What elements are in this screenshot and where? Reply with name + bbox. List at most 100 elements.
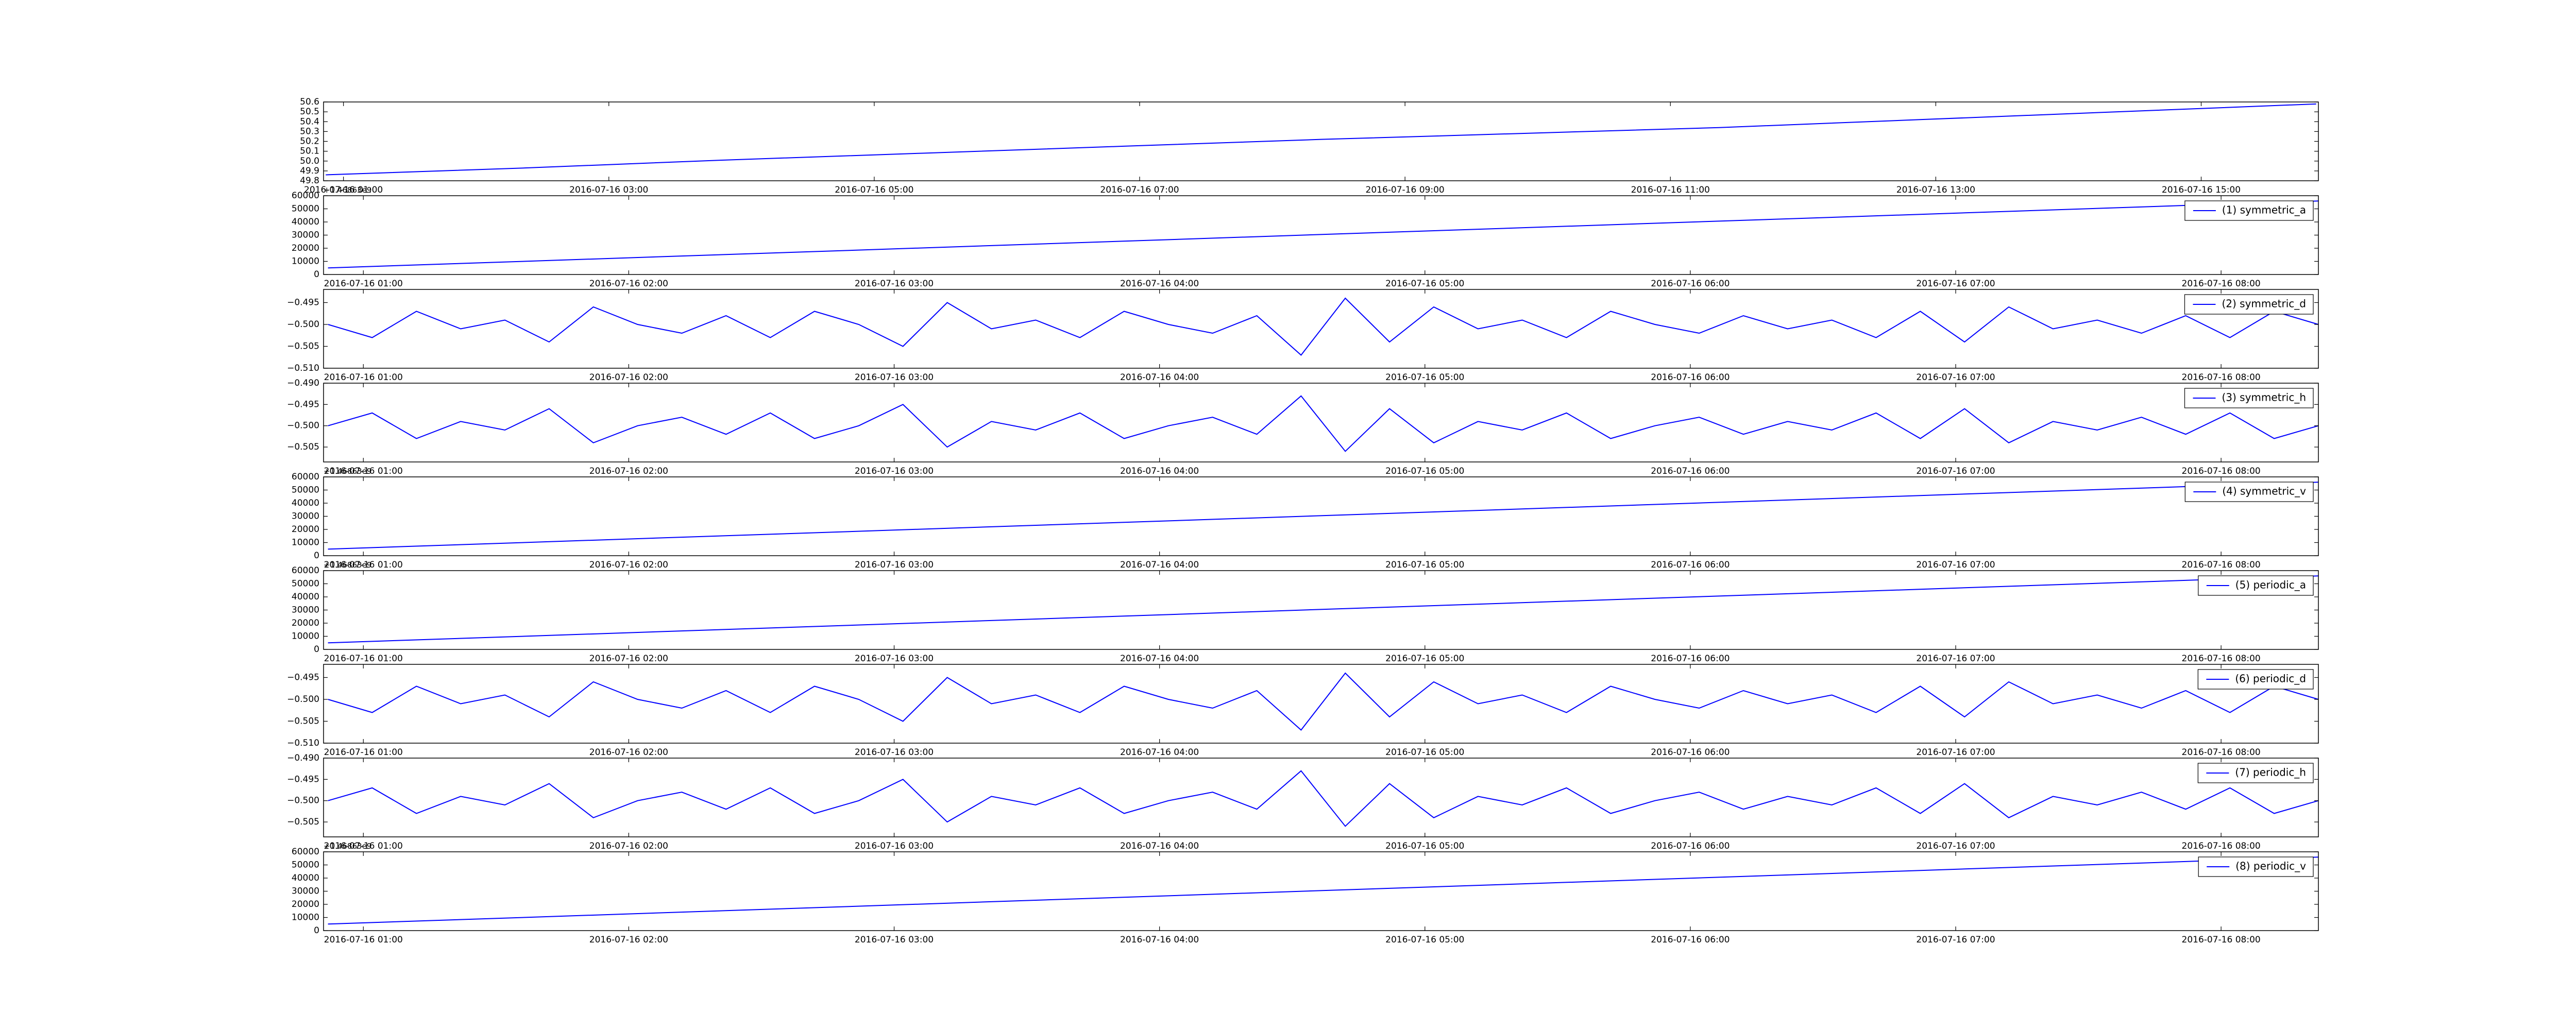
y-tick-label: 0 — [314, 269, 319, 280]
legend-label: (7) periodic_h — [2235, 766, 2306, 779]
x-tick-label: 2016-07-16 01:00 — [324, 935, 403, 945]
y-tick-label: 40000 — [292, 498, 319, 508]
y-tick-label: 0 — [314, 644, 319, 655]
legend: (8) periodic_v — [2198, 856, 2314, 877]
x-tick-label: 2016-07-16 07:00 — [1916, 466, 1995, 476]
y-tick-label: 30000 — [292, 886, 319, 897]
x-tick-label: 2016-07-16 05:00 — [1385, 372, 1464, 383]
data-line — [328, 672, 2319, 731]
x-tick-label: 2016-07-16 07:00 — [1916, 560, 1995, 570]
legend: (5) periodic_a — [2198, 575, 2314, 596]
axes-frame — [323, 664, 2319, 744]
x-tick-label: 2016-07-16 05:00 — [1385, 654, 1464, 664]
x-tick-label: 2016-07-16 05:00 — [1385, 747, 1464, 758]
y-tick-label: −0.495 — [287, 673, 319, 683]
x-tick-label: 2016-07-16 05:00 — [1385, 560, 1464, 570]
y-tick-label: 49.9 — [300, 166, 319, 176]
x-tick-label: 2016-07-16 06:00 — [1651, 372, 1730, 383]
y-tick-label: −0.500 — [287, 421, 319, 431]
y-tick-label: 50000 — [292, 579, 319, 589]
x-tick-label: 2016-07-16 01:00 — [324, 841, 403, 851]
x-tick-label: 2016-07-16 03:00 — [855, 372, 934, 383]
x-tick-label: 2016-07-16 07:00 — [1100, 185, 1179, 195]
x-tick-label: 2016-07-16 05:00 — [1385, 935, 1464, 945]
x-tick-label: 2016-07-16 08:00 — [2182, 935, 2261, 945]
y-tick-label: 10000 — [292, 256, 319, 267]
y-tick-label: 50000 — [292, 860, 319, 870]
x-tick-label: 2016-07-16 07:00 — [1916, 279, 1995, 289]
x-tick-label: 2016-07-16 15:00 — [2162, 185, 2241, 195]
offset-text: +1.46863e9 — [324, 560, 371, 570]
data-line — [328, 856, 2319, 925]
axes-frame — [323, 383, 2319, 462]
y-tick-label: 50000 — [292, 485, 319, 495]
y-tick-label: 20000 — [292, 618, 319, 628]
y-tick-label: 50.6 — [300, 97, 319, 107]
x-tick-label: 2016-07-16 01:00 — [324, 466, 403, 476]
y-tick-label: 40000 — [292, 592, 319, 602]
x-tick-label: 2016-07-16 04:00 — [1120, 654, 1199, 664]
y-tick-label: −0.500 — [287, 694, 319, 705]
x-tick-label: 2016-07-16 05:00 — [1385, 466, 1464, 476]
x-tick-label: 2016-07-16 02:00 — [589, 466, 668, 476]
y-tick-label: 20000 — [292, 243, 319, 253]
y-tick-label: 60000 — [292, 565, 319, 576]
x-tick-label: 2016-07-16 03:00 — [855, 279, 934, 289]
y-tick-label: −0.510 — [287, 738, 319, 748]
offset-text: +1.46863e9 — [324, 185, 371, 195]
data-line — [328, 297, 2319, 356]
x-tick-label: 2016-07-16 07:00 — [1916, 935, 1995, 945]
x-tick-label: 2016-07-16 04:00 — [1120, 747, 1199, 758]
x-tick-label: 2016-07-16 05:00 — [1385, 279, 1464, 289]
y-tick-label: −0.495 — [287, 774, 319, 784]
x-tick-label: 2016-07-16 06:00 — [1651, 654, 1730, 664]
y-tick-label: −0.490 — [287, 753, 319, 763]
y-tick-label: 10000 — [292, 538, 319, 548]
y-tick-label: −0.510 — [287, 363, 319, 373]
y-tick-label: 50.4 — [300, 116, 319, 127]
x-tick-label: 2016-07-16 11:00 — [1631, 185, 1710, 195]
y-tick-label: 40000 — [292, 217, 319, 227]
y-tick-label: −0.505 — [287, 341, 319, 352]
x-tick-label: 2016-07-16 06:00 — [1651, 841, 1730, 851]
axes-frame — [323, 758, 2319, 837]
x-tick-label: 2016-07-16 02:00 — [589, 372, 668, 383]
y-tick-label: 10000 — [292, 631, 319, 642]
x-tick-label: 2016-07-16 04:00 — [1120, 935, 1199, 945]
y-tick-label: −0.505 — [287, 442, 319, 452]
y-tick-label: 0 — [314, 551, 319, 561]
legend-label: (8) periodic_v — [2235, 860, 2306, 872]
y-tick-label: −0.505 — [287, 817, 319, 827]
x-tick-label: 2016-07-16 03:00 — [855, 560, 934, 570]
legend-label: (4) symmetric_v — [2222, 485, 2306, 497]
x-tick-label: 2016-07-16 05:00 — [1385, 841, 1464, 851]
x-tick-label: 2016-07-16 02:00 — [589, 747, 668, 758]
legend-label: (3) symmetric_h — [2222, 391, 2306, 404]
x-tick-label: 2016-07-16 02:00 — [589, 841, 668, 851]
offset-text: +1.46863e9 — [324, 467, 371, 476]
legend: (6) periodic_d — [2197, 669, 2314, 690]
x-tick-label: 2016-07-16 08:00 — [2182, 747, 2261, 758]
y-tick-label: 50000 — [292, 204, 319, 214]
y-tick-label: 50.1 — [300, 146, 319, 157]
x-tick-label: 2016-07-16 04:00 — [1120, 466, 1199, 476]
x-tick-label: 2016-07-16 07:00 — [1916, 654, 1995, 664]
y-tick-label: −0.495 — [287, 399, 319, 409]
x-tick-label: 2016-07-16 06:00 — [1651, 466, 1730, 476]
x-tick-label: 2016-07-16 06:00 — [1651, 935, 1730, 945]
x-tick-label: 2016-07-16 01:00 — [324, 654, 403, 664]
legend: (3) symmetric_h — [2184, 388, 2314, 408]
y-tick-label: 50.2 — [300, 136, 319, 147]
y-tick-label: 30000 — [292, 230, 319, 241]
legend-box — [2184, 388, 2314, 408]
x-tick-label: 2016-07-16 02:00 — [589, 654, 668, 664]
y-tick-label: 49.8 — [300, 176, 319, 186]
y-tick-label: −0.490 — [287, 378, 319, 388]
x-tick-label: 2016-07-16 04:00 — [1120, 279, 1199, 289]
y-tick-label: 50.3 — [300, 126, 319, 136]
x-tick-label: 2016-07-16 08:00 — [2182, 372, 2261, 383]
x-tick-label: 2016-07-16 06:00 — [1651, 560, 1730, 570]
x-tick-label: 2016-07-16 08:00 — [2182, 279, 2261, 289]
